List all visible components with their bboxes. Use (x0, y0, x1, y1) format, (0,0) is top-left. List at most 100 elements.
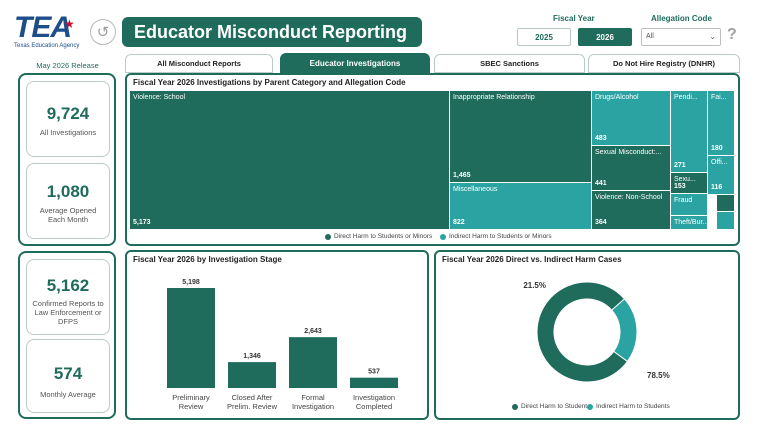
stage-category-label: Review (179, 402, 204, 411)
treemap-cell-value: 822 (453, 219, 465, 226)
release-label: May 2026 Release (36, 61, 99, 70)
tab-educator-investigations[interactable]: Educator Investigations (280, 53, 430, 73)
stage-category-label: Closed After (232, 393, 273, 402)
kpi-label: Confirmed Reports to Law Enforcement or … (32, 299, 104, 326)
stage-category-label: Investigation (292, 402, 334, 411)
legend-dot-indirect (587, 403, 593, 410)
stage-bar[interactable] (350, 377, 398, 388)
logo-subtitle: Texas Education Agency (14, 43, 80, 49)
kpi-card-monthly-average: 574 Monthly Average (26, 339, 110, 413)
treemap-cell-label: Fraud (674, 197, 693, 204)
treemap-cell[interactable]: Fraud (671, 194, 708, 216)
stage-bar-value: 2,643 (304, 328, 322, 335)
treemap-cell-value: 271 (674, 162, 686, 169)
treemap-cell-value: 116 (711, 184, 723, 191)
tab-all-misconduct-reports[interactable]: All Misconduct Reports (125, 54, 273, 73)
allegation-code-value: All (646, 33, 654, 40)
treemap-panel: Fiscal Year 2026 Investigations by Paren… (125, 73, 740, 246)
treemap-cell[interactable]: Violence: Non-School 364 (592, 191, 671, 230)
kpi-group-investigations: 9,724 All Investigations 1,080 Average O… (18, 73, 116, 246)
treemap-cell-label: Miscellaneous (453, 186, 498, 193)
stage-bar-value: 1,346 (243, 353, 261, 360)
harm-slice-label: 21.5% (523, 281, 546, 290)
harm-chart-panel: Fiscal Year 2026 Direct vs. Indirect Har… (434, 250, 740, 420)
stage-bar[interactable] (167, 288, 215, 388)
back-icon[interactable]: ↺ (90, 19, 116, 45)
treemap-cell[interactable]: Fai... 180 (708, 91, 735, 156)
fiscal-year-2025-button[interactable]: 2025 (517, 28, 571, 46)
harm-legend-indirect: Indirect Harm to Students (587, 403, 670, 410)
fiscal-year-2026-button[interactable]: 2026 (578, 28, 632, 46)
kpi-value: 1,080 (46, 182, 90, 201)
stage-category-label: Completed (356, 402, 392, 411)
harm-slice-label: 78.5% (647, 371, 670, 380)
fiscal-year-label: Fiscal Year (553, 14, 595, 23)
allegation-code-dropdown[interactable]: All ⌄ (641, 28, 721, 46)
kpi-value: 574 (53, 364, 83, 383)
help-icon[interactable]: ? (727, 26, 737, 43)
harm-chart-title: Fiscal Year 2026 Direct vs. Indirect Har… (442, 255, 622, 264)
treemap-cell-label: Sexu... (674, 176, 696, 183)
treemap-cell[interactable]: Miscellaneous 822 (450, 183, 592, 230)
kpi-value: 5,162 (46, 276, 90, 295)
stage-bar-value: 537 (368, 369, 380, 376)
stage-bar[interactable] (228, 362, 276, 388)
treemap-cell-value: 364 (595, 219, 607, 226)
treemap-cell[interactable] (717, 212, 735, 230)
harm-donut-slice[interactable] (536, 281, 629, 383)
treemap-legend-direct: Direct Harm to Students or Minors (325, 233, 432, 240)
stage-bar-value: 5,198 (182, 279, 200, 286)
tab-do-not-hire-registry[interactable]: Do Not Hire Registry (DNHR) (588, 54, 740, 73)
stage-category-label: Investigation (353, 393, 395, 402)
kpi-label: Monthly Average (40, 390, 96, 399)
treemap-cell[interactable]: Offi... 116 (708, 156, 735, 195)
stage-bar[interactable] (289, 337, 337, 388)
treemap-cell-label: Offi... (711, 159, 728, 166)
page-title: Educator Misconduct Reporting (122, 17, 422, 47)
kpi-card-all-investigations: 9,724 All Investigations (26, 81, 110, 157)
treemap-cell-value: 1,465 (453, 172, 471, 179)
treemap-cell-value: 153 (674, 183, 686, 190)
stage-category-label: Prelim. Review (227, 402, 278, 411)
treemap-cell-label: Drugs/Alcohol (595, 94, 639, 101)
logo-star-icon: ★ (64, 17, 75, 31)
kpi-group-confirmed: 5,162 Confirmed Reports to Law Enforceme… (18, 251, 116, 419)
treemap-cell-value: 483 (595, 135, 607, 142)
chevron-down-icon: ⌄ (709, 32, 716, 41)
treemap-cell[interactable]: Inappropriate Relationship 1,465 (450, 91, 592, 183)
kpi-label: Average Opened Each Month (39, 206, 97, 224)
legend-label-direct: Direct Harm to Students (521, 403, 591, 410)
legend-dot-direct (325, 233, 331, 240)
treemap-cell[interactable]: Sexu... 153 (671, 173, 708, 194)
treemap-cell-label: Violence: School (133, 94, 186, 101)
kpi-card-average-opened: 1,080 Average Opened Each Month (26, 163, 110, 239)
treemap-cell-label: Sexual Misconduct:... (595, 149, 662, 156)
treemap-cell[interactable]: Pendi... 271 (671, 91, 708, 173)
tea-logo[interactable]: TEA ★ Texas Education Agency (14, 13, 84, 50)
stage-category-label: Preliminary (172, 393, 210, 402)
treemap-cell-label: Fai... (711, 94, 727, 101)
legend-dot-direct (512, 403, 518, 410)
stage-chart-panel: Fiscal Year 2026 by Investigation Stage … (125, 250, 429, 420)
treemap-cell[interactable]: Drugs/Alcohol 483 (592, 91, 671, 146)
treemap-cell-value: 5,173 (133, 219, 151, 226)
harm-legend-direct: Direct Harm to Students (512, 403, 590, 410)
treemap-cell[interactable]: Sexual Misconduct:... 441 (592, 146, 671, 191)
tab-sbec-sanctions[interactable]: SBEC Sanctions (434, 54, 585, 73)
kpi-value: 9,724 (46, 104, 90, 123)
legend-label-direct: Direct Harm to Students or Minors (334, 233, 433, 240)
treemap-cell[interactable]: Theft/Bur... (671, 216, 708, 230)
legend-label-indirect: Indirect Harm to Students (596, 403, 670, 410)
treemap-cell[interactable]: Violence: School 5,173 (130, 91, 450, 230)
treemap-cell-value: 441 (595, 180, 607, 187)
harm-donut-slice[interactable] (611, 298, 638, 363)
treemap-cell-label: Inappropriate Relationship (453, 94, 535, 101)
treemap-cell[interactable] (717, 195, 735, 212)
treemap-title: Fiscal Year 2026 Investigations by Paren… (133, 78, 406, 87)
kpi-label: All Investigations (39, 128, 97, 137)
allegation-code-label: Allegation Code (651, 14, 712, 23)
treemap-cell-label: Pendi... (674, 94, 698, 101)
harm-donut-chart: 78.5% 21.5% (523, 281, 670, 383)
